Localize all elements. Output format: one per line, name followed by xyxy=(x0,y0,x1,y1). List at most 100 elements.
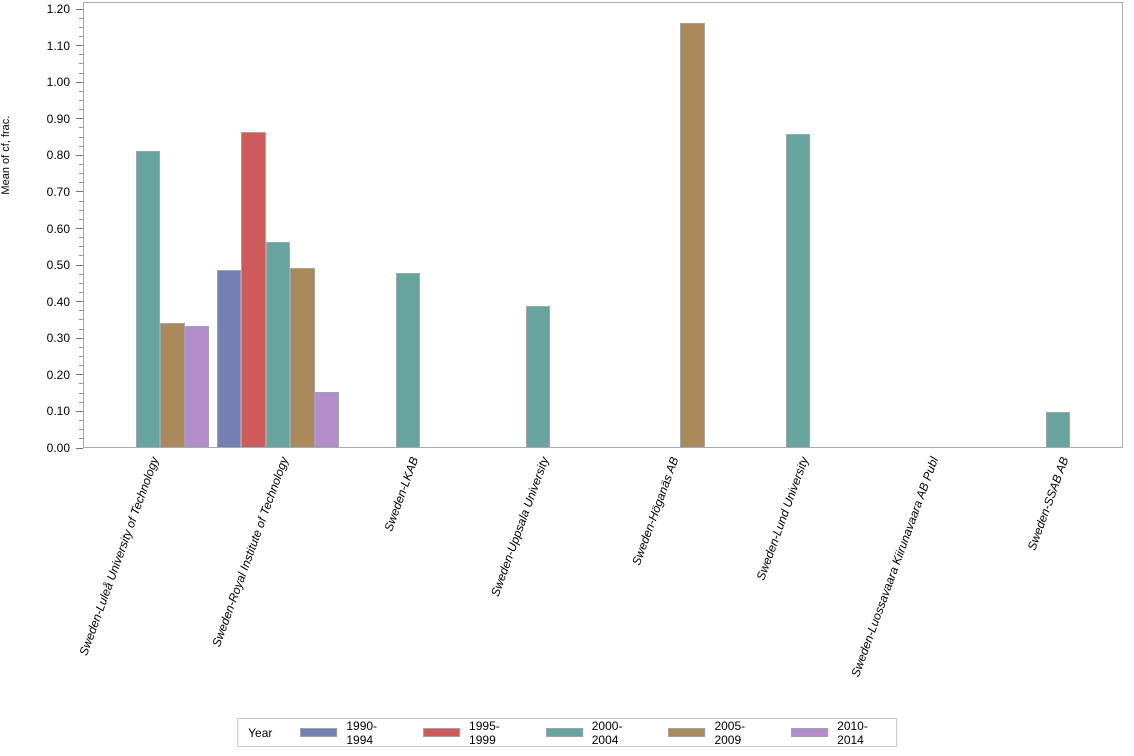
bar-slot xyxy=(761,8,786,447)
y-tick-label: 0.40 xyxy=(46,294,70,309)
bar-slot xyxy=(940,8,965,447)
bar-slot xyxy=(1070,8,1095,447)
legend-label: 1990-1994 xyxy=(346,718,378,747)
bar-slot xyxy=(916,8,941,447)
y-tick-label: 1.10 xyxy=(46,38,70,53)
x-category-label: Sweden-Luleå University of Technology xyxy=(76,455,162,658)
y-tick-label: 0.10 xyxy=(46,404,70,419)
bar-slot xyxy=(241,8,266,447)
y-tick-mark xyxy=(76,81,83,83)
y-tick-mark xyxy=(76,264,83,266)
bar-2000-2004-Sweden-Royal Institute of Technology xyxy=(265,242,291,447)
y-tick-mark xyxy=(76,191,83,193)
bar-2005-2009-Sweden-Royal Institute of Technology xyxy=(290,267,315,447)
bar-slot xyxy=(810,8,835,447)
y-minor-tick-mark xyxy=(79,17,83,19)
y-minor-tick-mark xyxy=(79,209,83,211)
bar-slot xyxy=(265,8,291,447)
legend-entry: 2005-2009 xyxy=(668,719,757,747)
category-group xyxy=(733,8,863,447)
y-minor-tick-mark xyxy=(79,218,83,220)
bar-slot xyxy=(785,8,811,447)
y-minor-tick-mark xyxy=(79,200,83,202)
y-minor-tick-mark xyxy=(79,255,83,257)
y-tick-label: 0.30 xyxy=(46,331,70,346)
legend-entry: 2010-2014 xyxy=(791,719,880,747)
bar-slot xyxy=(290,8,315,447)
bar-2000-2004-Sweden-Luleå University of Technology xyxy=(135,150,161,447)
bar-2010-2014-Sweden-Luleå University of Technology xyxy=(184,326,210,447)
bar-2000-2004-Sweden-LKAB xyxy=(395,273,421,447)
y-minor-tick-mark xyxy=(79,182,83,184)
y-minor-tick-mark xyxy=(79,145,83,147)
x-category-label: Sweden-Uppsala University xyxy=(487,455,552,599)
y-tick-label: 0.70 xyxy=(46,184,70,199)
legend-swatch-1995-1999 xyxy=(423,728,461,737)
y-minor-tick-mark xyxy=(79,356,83,358)
bar-slot xyxy=(477,8,502,447)
y-minor-tick-mark xyxy=(79,292,83,294)
legend-label: 2005-2009 xyxy=(714,718,746,747)
y-minor-tick-mark xyxy=(79,310,83,312)
bar-2010-2014-Sweden-Royal Institute of Technology xyxy=(314,392,340,447)
y-minor-tick-mark xyxy=(79,109,83,111)
legend-swatch-2010-2014 xyxy=(791,728,829,737)
bar-2000-2004-Sweden-Uppsala University xyxy=(525,306,551,447)
y-minor-tick-mark xyxy=(79,282,83,284)
y-tick-mark xyxy=(76,301,83,303)
legend-entry: 2000-2004 xyxy=(545,718,635,747)
bar-slot xyxy=(867,8,892,447)
bar-slot xyxy=(1021,8,1046,447)
bar-slot xyxy=(891,8,916,447)
y-tick-label: 0.20 xyxy=(46,367,70,382)
bar-slot xyxy=(656,8,681,447)
bar-slot xyxy=(135,8,161,447)
plot-area xyxy=(83,2,1123,448)
y-minor-tick-mark xyxy=(79,429,83,431)
bar-slot xyxy=(314,8,340,447)
y-tick-mark xyxy=(76,118,83,120)
y-minor-tick-mark xyxy=(79,346,83,348)
y-minor-tick-mark xyxy=(79,136,83,138)
legend-swatch-2000-2004 xyxy=(545,728,583,737)
y-minor-tick-mark xyxy=(79,90,83,92)
y-minor-tick-mark xyxy=(79,35,83,37)
bar-slot xyxy=(216,8,242,447)
y-minor-tick-mark xyxy=(79,173,83,175)
bar-slot xyxy=(395,8,421,447)
y-tick-mark xyxy=(76,374,83,376)
y-minor-tick-mark xyxy=(79,63,83,65)
bar-slot xyxy=(680,8,705,447)
x-category-label: Sweden-Luossavaara Kiirunavaara AB Publ xyxy=(848,455,942,679)
bar-slot xyxy=(631,8,656,447)
bar-slot xyxy=(705,8,730,447)
bar-slot xyxy=(1095,8,1120,447)
bar-1995-1999-Sweden-Royal Institute of Technology xyxy=(241,132,266,447)
y-minor-tick-mark xyxy=(79,163,83,165)
y-minor-tick-mark xyxy=(79,420,83,422)
bar-2000-2004-Sweden-SSAB AB xyxy=(1045,412,1071,447)
y-minor-tick-mark xyxy=(79,54,83,56)
y-minor-tick-mark xyxy=(79,127,83,129)
bar-slot xyxy=(445,8,470,447)
y-tick-mark xyxy=(76,45,83,47)
y-tick-mark xyxy=(76,228,83,229)
bar-slot xyxy=(607,8,632,447)
y-minor-tick-mark xyxy=(79,401,83,403)
bar-slot xyxy=(371,8,396,447)
bar-slot xyxy=(420,8,445,447)
bar-slot xyxy=(997,8,1022,447)
y-minor-tick-mark xyxy=(79,246,83,248)
legend-label: 2000-2004 xyxy=(591,718,623,747)
bar-slot xyxy=(501,8,526,447)
bar-slot xyxy=(160,8,185,447)
bar-slot xyxy=(347,8,372,447)
bar-slot xyxy=(111,8,136,447)
y-minor-tick-mark xyxy=(79,365,83,367)
bar-2000-2004-Sweden-Lund University xyxy=(785,134,811,447)
category-group xyxy=(213,8,343,447)
y-tick-label: 0.60 xyxy=(46,221,70,236)
y-tick-mark xyxy=(76,8,83,10)
y-tick-mark xyxy=(76,410,83,412)
